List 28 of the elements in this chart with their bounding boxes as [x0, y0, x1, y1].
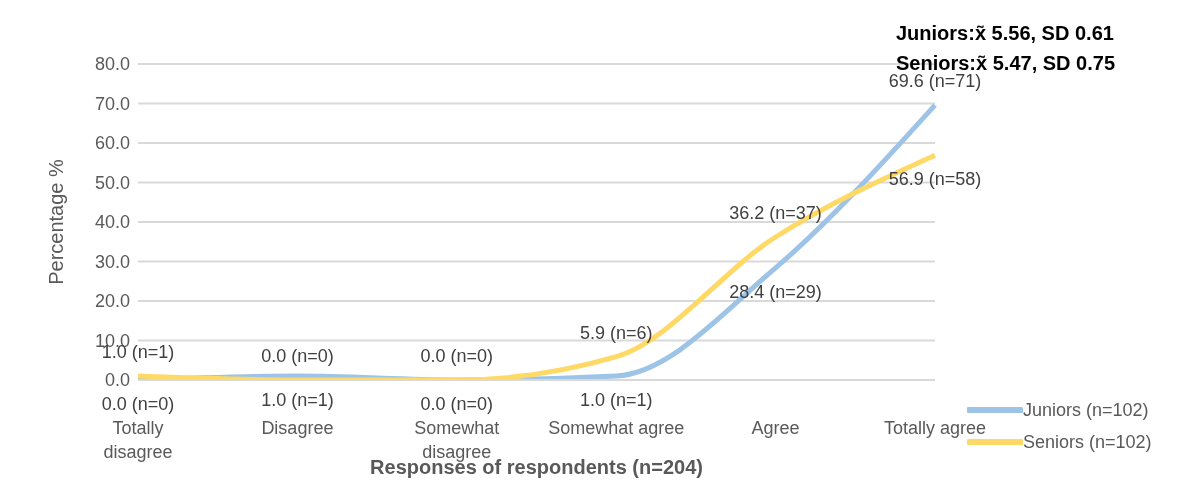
legend-label: Juniors (n=102) [1023, 399, 1149, 421]
data-label: 1.0 (n=1) [579, 390, 653, 411]
y-tick-label: 20.0 [94, 291, 130, 312]
y-tick-label: 50.0 [94, 172, 130, 193]
legend-label: Seniors (n=102) [1023, 431, 1152, 453]
x-tick-label: Disagree [261, 418, 334, 438]
data-label: 69.6 (n=71) [888, 71, 982, 92]
data-label: 0.0 (n=0) [261, 346, 334, 366]
annotation: Seniors:x̃ 5.47, SD 0.75 [896, 51, 1116, 74]
y-tick-label: 30.0 [94, 251, 130, 272]
x-tick-label: Agree [751, 418, 800, 438]
data-label: 1.0 (n=1) [261, 390, 334, 411]
y-tick-label: 80.0 [94, 54, 130, 75]
data-label: 5.9 (n=6) [579, 322, 653, 343]
data-label: 0.0 (n=0) [420, 346, 494, 366]
y-tick-label: 40.0 [94, 212, 130, 233]
y-tick-label: 60.0 [94, 133, 130, 154]
data-label: 56.9 (n=58) [888, 169, 982, 190]
x-tick-label: Totally agree [883, 418, 987, 438]
data-label: 0.0 (n=0) [420, 394, 494, 414]
y-axis-title: Percentage % [45, 158, 68, 285]
x-tick-label: Totally disagree [103, 418, 173, 462]
data-label: 0.0 (n=0) [101, 394, 175, 414]
data-label: 28.4 (n=29) [729, 281, 822, 302]
text: Juniors:x̃ 5.56, SD 0.61 [896, 21, 1115, 46]
x-tick-label: Somewhat agree [548, 418, 685, 438]
y-tick-label: 70.0 [94, 93, 130, 114]
y-tick-label: 0.0 [104, 370, 130, 391]
